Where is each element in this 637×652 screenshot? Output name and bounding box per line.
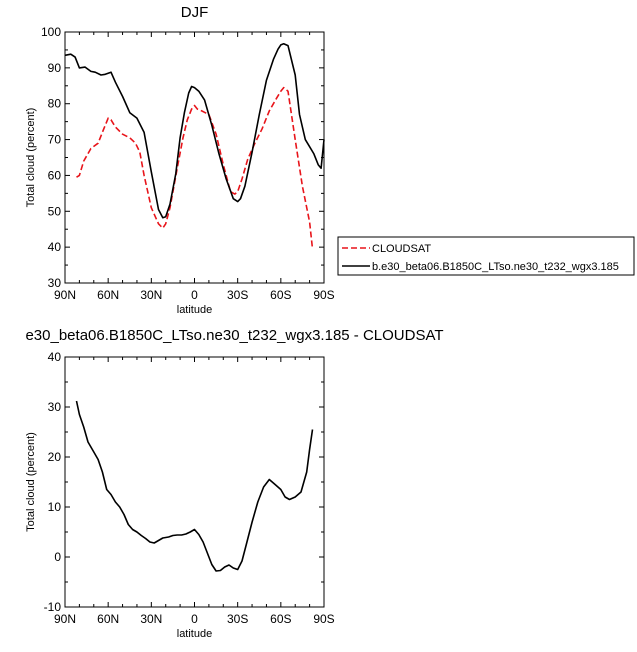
x-axis-label: latitude xyxy=(177,304,212,316)
x-tick-label: 90S xyxy=(313,288,334,302)
series-line-cloudsat xyxy=(76,86,314,249)
x-tick-label: 60N xyxy=(97,288,119,302)
y-tick-label: 20 xyxy=(48,450,62,464)
plot-frame xyxy=(64,356,325,608)
series-line-b-e30-beta06-b1850c-ltso xyxy=(64,42,325,219)
x-tick-label: 0 xyxy=(191,612,198,626)
series-lines xyxy=(75,400,314,572)
legend-label-model: b.e30_beta06.B1850C_LTso.ne30_t232_wgx3.… xyxy=(372,261,619,273)
x-tick-label: 90S xyxy=(313,612,334,626)
chart-title: e30_beta06.B1850C_LTso.ne30_t232_wgx3.18… xyxy=(25,327,443,344)
chart-djf: DJF 90N 60N 30N 0 30S 60S 90S 30 40 50 60 70 80 90 100… xyxy=(25,4,335,316)
x-tick-label: 60S xyxy=(270,612,291,626)
y-tick-label: 30 xyxy=(48,276,62,290)
x-tick-label: 30S xyxy=(227,288,248,302)
plot-frame xyxy=(64,31,325,284)
y-tick-label: 70 xyxy=(48,133,62,147)
x-tick-label: 60S xyxy=(270,288,291,302)
x-tick-label: 30N xyxy=(140,288,162,302)
x-tick-label: 0 xyxy=(191,288,198,302)
y-axis-label: Total cloud (percent) xyxy=(25,108,37,208)
y-tick-label: 10 xyxy=(48,500,62,514)
chart-difference: e30_beta06.B1850C_LTso.ne30_t232_wgx3.18… xyxy=(25,327,444,640)
series-lines xyxy=(64,42,325,249)
y-tick-label: 40 xyxy=(48,350,62,364)
y-tick-label: 40 xyxy=(48,240,62,254)
x-axis-label: latitude xyxy=(177,628,212,640)
y-tick-label: 50 xyxy=(48,204,62,218)
y-axis-label: Total cloud (percent) xyxy=(25,432,37,532)
legend-label-cloudsat: CLOUDSAT xyxy=(372,243,431,255)
series-line-difference xyxy=(75,400,314,572)
y-tick-label: 0 xyxy=(54,550,61,564)
y-tick-label: -10 xyxy=(44,600,62,614)
y-tick-label: 100 xyxy=(41,25,61,39)
y-tick-label: 30 xyxy=(48,400,62,414)
x-tick-label: 60N xyxy=(97,612,119,626)
x-tick-label: 30S xyxy=(227,612,248,626)
axis-ticks: 90N 60N 30N 0 30S 60S 90S -10 0 10 20 30 40 xyxy=(44,350,335,626)
legend-box xyxy=(337,236,635,276)
legend: CLOUDSAT b.e30_beta06.B1850C_LTso.ne30_t… xyxy=(337,236,635,276)
chart-title: DJF xyxy=(181,4,209,21)
x-tick-label: 30N xyxy=(140,612,162,626)
y-tick-label: 60 xyxy=(48,168,62,182)
x-tick-label: 90N xyxy=(54,288,76,302)
x-tick-label: 90N xyxy=(54,612,76,626)
y-tick-label: 80 xyxy=(48,97,62,111)
y-tick-label: 90 xyxy=(48,61,62,75)
axis-ticks: 90N 60N 30N 0 30S 60S 90S 30 40 50 60 70 80 90 100 xyxy=(41,25,335,302)
